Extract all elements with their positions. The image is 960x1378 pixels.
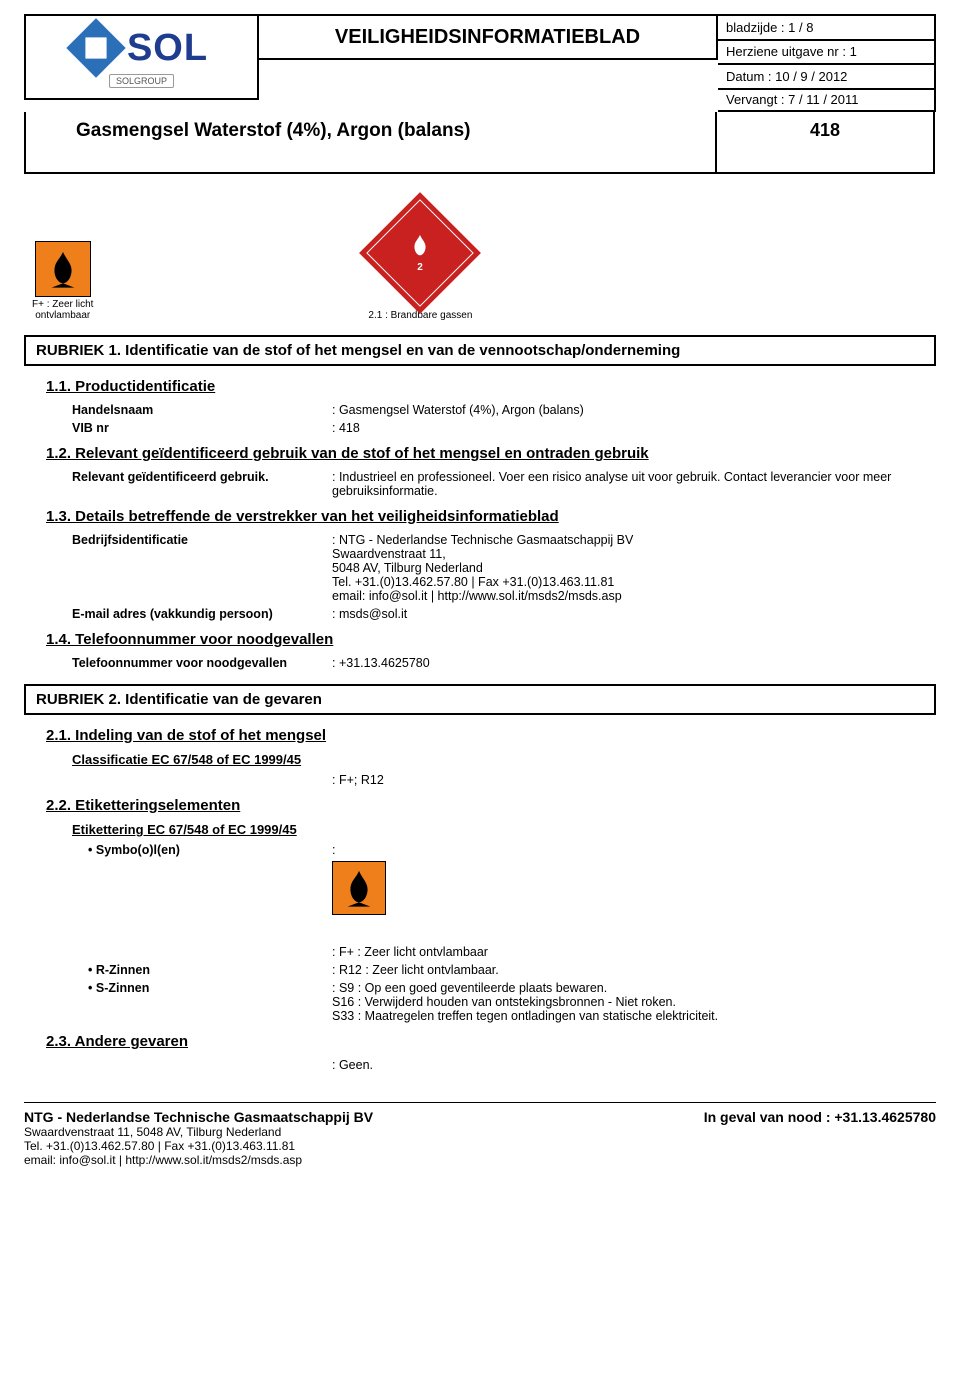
r-phrases-label: R-Zinnen [88,963,332,977]
hazard-pictogram-row: F+ : Zeer licht ontvlambaar 2 2.1 : Bran… [32,196,936,321]
product-name: Gasmengsel Waterstof (4%), Argon (balans… [24,112,717,174]
emergency-tel-value: +31.13.4625780 [332,656,936,670]
other-hazards-value: Geen. [332,1058,936,1072]
heading-1-1: 1.1. Productidentificatie [46,378,936,395]
s-phrases-label: S-Zinnen [88,981,332,1023]
heading-1-3: 1.3. Details betreffende de verstrekker … [46,508,936,525]
footer-address: Swaardvenstraat 11, 5048 AV, Tilburg Ned… [24,1125,373,1139]
email-value: msds@sol.it [332,607,936,621]
company-logo: SOL SOLGROUP [24,14,259,100]
header-block: SOL SOLGROUP VEILIGHEIDSINFORMATIEBLAD b… [24,14,936,112]
company-id-value: NTG - Nederlandse Technische Gasmaatscha… [332,533,936,603]
footer-tel: Tel. +31.(0)13.462.57.80 | Fax +31.(0)13… [24,1139,373,1153]
symbol-label: Symbo(o)l(en) [88,843,332,857]
heading-2-2: 2.2. Etiketteringselementen [46,797,936,814]
vib-label: VIB nr [72,421,332,435]
footer-company: NTG - Nederlandse Technische Gasmaatscha… [24,1109,373,1125]
logo-diamond-icon [66,18,125,77]
hazard-flammable-caption: F+ : Zeer licht ontvlambaar [32,299,93,321]
meta-supersedes: Vervangt : 7 / 11 / 2011 [718,88,936,113]
meta-page: bladzijde : 1 / 8 [718,14,936,39]
footer-email: email: info@sol.it | http://www.sol.it/m… [24,1153,373,1167]
logo-brand-text: SOL [127,27,208,70]
meta-date: Datum : 10 / 9 / 2012 [718,63,936,88]
handelsnaam-value: Gasmengsel Waterstof (4%), Argon (balans… [332,403,936,417]
section-2-header: RUBRIEK 2. Identificatie van de gevaren [24,684,936,715]
hazard-transport-diamond: 2 2.1 : Brandbare gassen [363,196,477,321]
heading-1-2: 1.2. Relevant geïdentificeerd gebruik va… [46,445,936,462]
document-meta: bladzijde : 1 / 8 Herziene uitgave nr : … [718,14,936,112]
meta-revision: Herziene uitgave nr : 1 [718,39,936,64]
heading-2-3: 2.3. Andere gevaren [46,1033,936,1050]
labelling-heading: Etikettering EC 67/548 of EC 1999/45 [72,822,936,837]
product-code: 418 [717,112,935,174]
footer-emergency: In geval van nood : +31.13.4625780 [704,1109,936,1167]
logo-group-label: SOLGROUP [109,74,174,88]
email-label: E-mail adres (vakkundig persoon) [72,607,332,621]
classification-heading: Classificatie EC 67/548 of EC 1999/45 [72,752,936,767]
section-1-header: RUBRIEK 1. Identificatie van de stof of … [24,335,936,366]
vib-value: 418 [332,421,936,435]
document-title: VEILIGHEIDSINFORMATIEBLAD [259,14,718,60]
page-footer: NTG - Nederlandse Technische Gasmaatscha… [24,1102,936,1167]
hazard-symbol-flammable [332,861,936,915]
relevant-use-value: Industrieel en professioneel. Voer een r… [332,470,936,498]
handelsnaam-label: Handelsnaam [72,403,332,417]
s-phrases-value: S9 : Op een goed geventileerde plaats be… [332,981,936,1023]
emergency-tel-label: Telefoonnummer voor noodgevallen [72,656,332,670]
classification-spacer [72,773,332,787]
symbol-caption: F+ : Zeer licht ontvlambaar [332,945,936,959]
company-id-label: Bedrijfsidentificatie [72,533,332,603]
relevant-use-label: Relevant geïdentificeerd gebruik. [72,470,332,498]
hazard-flammable-icon: F+ : Zeer licht ontvlambaar [32,241,93,321]
classification-value: F+; R12 [332,773,936,787]
heading-1-4: 1.4. Telefoonnummer voor noodgevallen [46,631,936,648]
r-phrases-value: R12 : Zeer licht ontvlambaar. [332,963,936,977]
heading-2-1: 2.1. Indeling van de stof of het mengsel [46,727,936,744]
